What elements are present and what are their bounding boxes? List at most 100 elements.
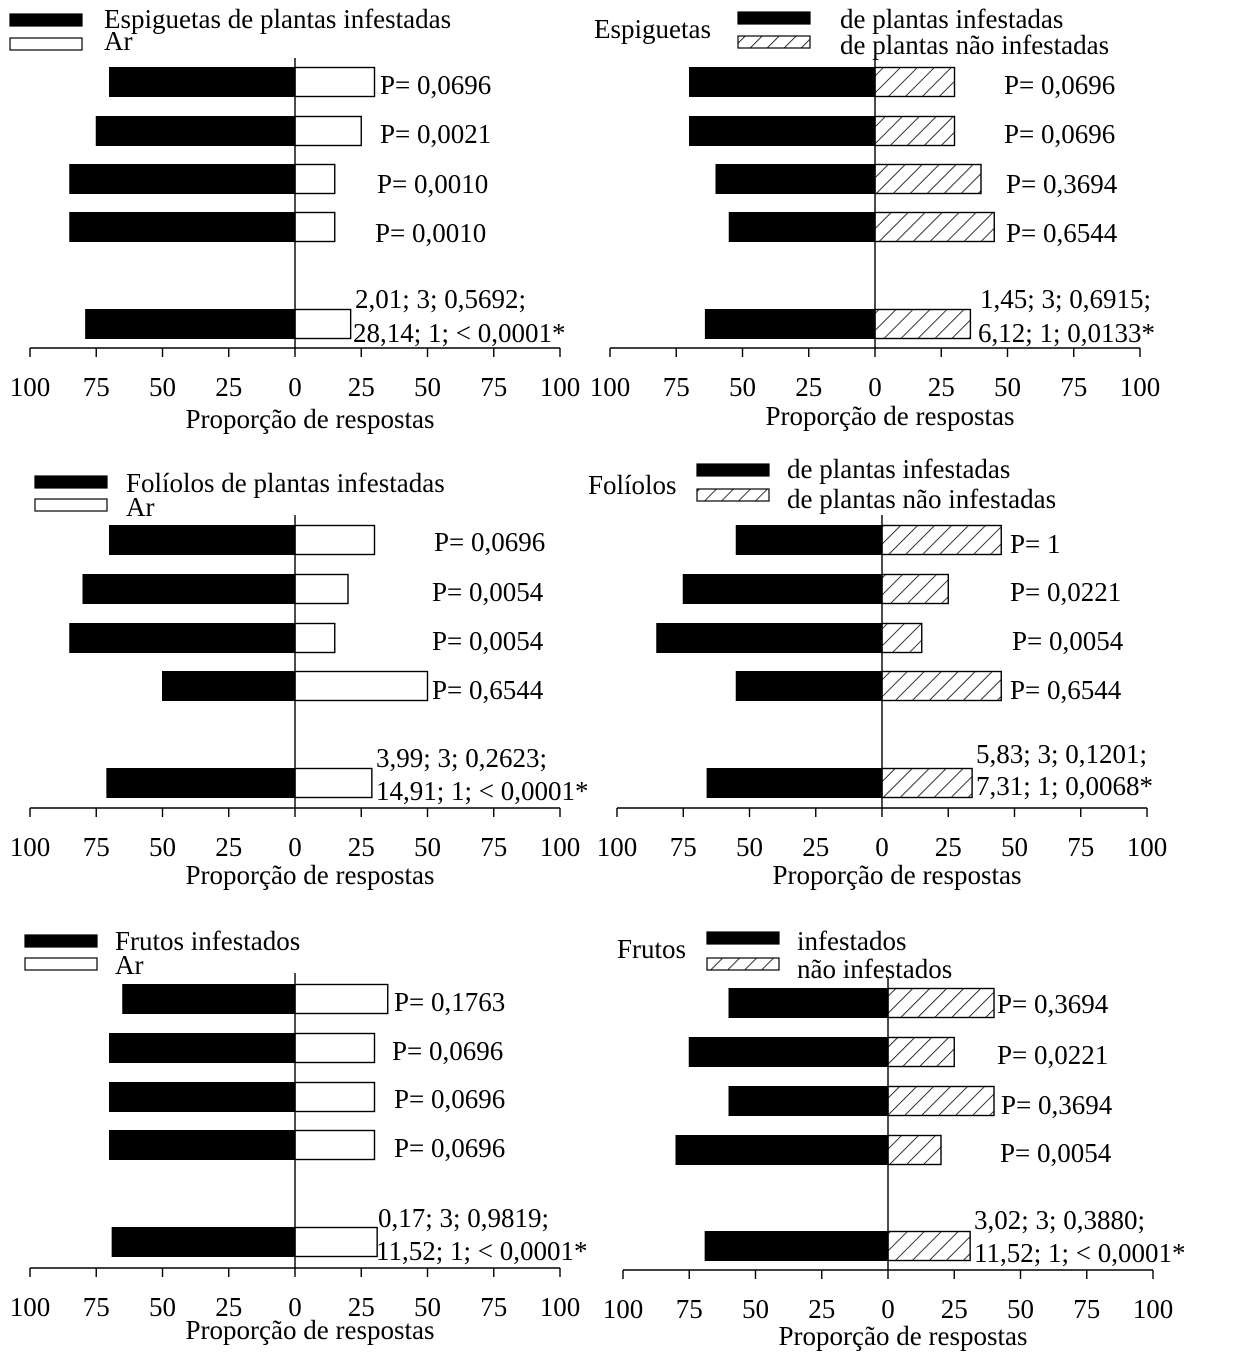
legend-swatch-2 (696, 488, 770, 502)
bar-positive (874, 163, 982, 195)
bar-negative (735, 525, 883, 555)
bar-negative (109, 1033, 296, 1063)
stats-label: 11,52; 1; < 0,0001* (376, 1236, 587, 1266)
legend-label-1: Frutos infestados (115, 926, 300, 956)
x-tick-label: 75 (83, 372, 110, 402)
bar-negative (675, 1135, 889, 1165)
bar-negative (69, 623, 296, 653)
x-axis-title: Proporção de respostas (186, 404, 435, 434)
x-tick-label: 100 (10, 1292, 51, 1322)
bar-negative (109, 67, 296, 97)
x-tick-label: 0 (868, 372, 882, 402)
bar-positive (294, 211, 336, 243)
x-tick-label: 50 (729, 372, 756, 402)
stats-label: 11,52; 1; < 0,0001* (974, 1238, 1185, 1268)
x-tick-label: 100 (540, 1292, 581, 1322)
legend-swatch-2 (34, 498, 108, 512)
x-axis-title: Proporção de respostas (186, 860, 435, 890)
bar-negative (682, 574, 883, 604)
bar-positive (294, 115, 362, 147)
bar-negative (109, 525, 296, 555)
stats-label: 6,12; 1; 0,0133* (978, 318, 1155, 348)
stats-label: 3,02; 3; 0,3880; (974, 1205, 1145, 1235)
x-tick-label: 100 (590, 372, 631, 402)
legend-title: Frutos (617, 934, 686, 964)
legend-label-1: de plantas infestadas (840, 4, 1063, 34)
x-tick-label: 25 (348, 832, 375, 862)
x-tick-label: 75 (83, 1292, 110, 1322)
x-tick-label: 75 (670, 832, 697, 862)
p-value-label: P= 0,3694 (1001, 1090, 1113, 1120)
bar-negative (689, 67, 876, 97)
p-value-label: P= 0,0054 (1000, 1138, 1112, 1168)
bar-negative (85, 309, 296, 339)
legend-label-2: não infestados (797, 954, 952, 984)
bar-positive (294, 573, 349, 605)
p-value-label: P= 0,0010 (377, 169, 488, 199)
bar-positive (874, 211, 995, 243)
legend-label-2: Ar (115, 950, 144, 980)
x-tick-label: 50 (994, 372, 1021, 402)
bar-positive (874, 115, 956, 147)
x-tick-label: 0 (881, 1294, 895, 1324)
bar-positive (294, 66, 376, 98)
bar-positive (881, 670, 1002, 702)
p-value-label: P= 0,0054 (432, 626, 544, 656)
legend-swatch-2 (706, 957, 780, 971)
p-value-label: P= 1 (1010, 529, 1061, 559)
bar-positive (294, 983, 389, 1015)
x-tick-label: 50 (742, 1294, 769, 1324)
bar-negative (106, 768, 296, 798)
x-tick-label: 50 (149, 832, 176, 862)
legend-label-1: Espiguetas de plantas infestadas (104, 4, 451, 34)
legend-swatch-2 (737, 35, 811, 49)
x-tick-label: 75 (663, 372, 690, 402)
x-tick-label: 75 (1060, 372, 1087, 402)
bar-positive (294, 1032, 376, 1064)
bar-negative (704, 309, 876, 339)
bar-negative (688, 1037, 889, 1067)
bar-negative (69, 212, 296, 242)
bar-positive (294, 1129, 376, 1161)
stats-label: 28,14; 1; < 0,0001* (353, 318, 565, 348)
bar-positive (294, 308, 352, 340)
legend-label-2: Ar (126, 492, 155, 522)
x-tick-label: 25 (215, 832, 242, 862)
stats-label: 0,17; 3; 0,9819; (378, 1203, 549, 1233)
x-tick-label: 100 (597, 832, 638, 862)
x-tick-label: 75 (1073, 1294, 1100, 1324)
x-axis-title: Proporção de respostas (779, 1321, 1028, 1351)
p-value-label: P= 0,3694 (997, 989, 1109, 1019)
bar-negative (656, 623, 883, 653)
x-tick-label: 100 (1120, 372, 1161, 402)
x-tick-label: 0 (875, 832, 889, 862)
bar-negative (82, 574, 296, 604)
x-axis-title: Proporção de respostas (773, 860, 1022, 890)
legend-swatch-2 (9, 37, 83, 51)
bar-negative (715, 164, 876, 194)
x-tick-label: 50 (149, 1292, 176, 1322)
bar-positive (881, 767, 973, 799)
x-tick-label: 25 (215, 1292, 242, 1322)
stats-label: 7,31; 1; 0,0068* (976, 771, 1153, 801)
x-tick-label: 25 (215, 372, 242, 402)
bar-negative (706, 768, 883, 798)
x-tick-label: 75 (480, 832, 507, 862)
legend-title: Espiguetas (594, 14, 711, 44)
p-value-label: P= 0,0696 (1004, 70, 1115, 100)
legend-swatch-1 (34, 475, 108, 489)
bar-negative (69, 164, 296, 194)
legend-label-2: Ar (104, 26, 133, 56)
legend-label-1: de plantas infestadas (787, 454, 1010, 484)
p-value-label: P= 0,6544 (1010, 675, 1122, 705)
bar-negative (728, 1086, 889, 1116)
bar-negative (95, 116, 296, 146)
bar-positive (881, 524, 1002, 556)
x-tick-label: 100 (1127, 832, 1168, 862)
